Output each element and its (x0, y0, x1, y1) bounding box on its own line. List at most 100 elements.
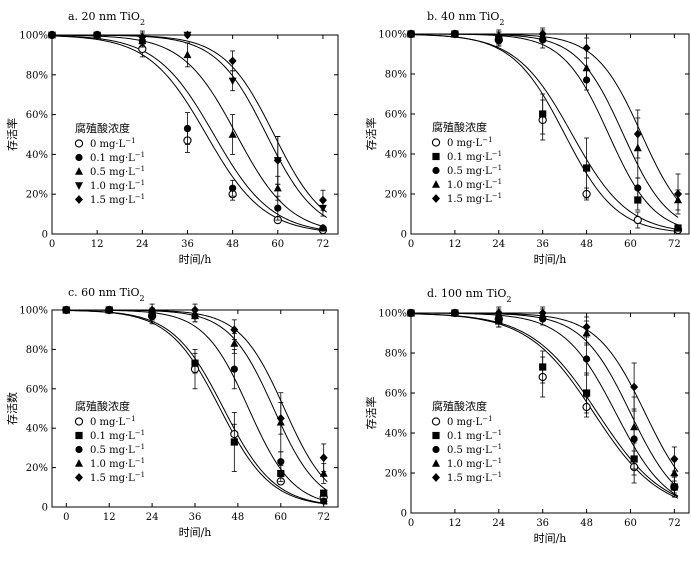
y-tick-label: 40% (385, 429, 407, 440)
y-axis-title: 存活率 (5, 118, 19, 151)
x-tick-label: 60 (274, 512, 287, 523)
data-point (582, 63, 591, 72)
data-point (538, 308, 547, 318)
x-tick-label: 36 (181, 239, 194, 250)
x-tick-label: 60 (624, 239, 637, 250)
legend-marker (75, 431, 83, 440)
y-axis-title: 存活率 (364, 118, 378, 151)
fit-curve-series-5 (66, 309, 328, 483)
legend-title: 腐殖酸浓度 (75, 399, 130, 413)
data-point (634, 184, 642, 192)
legend-marker (432, 473, 440, 482)
data-point (230, 339, 239, 347)
x-tick-label: 72 (317, 512, 330, 523)
x-axis-title: 时间/h (179, 253, 212, 266)
legend-label: 0.5 mg·L−1 (447, 164, 502, 177)
legend-marker (75, 153, 83, 162)
data-point (630, 422, 639, 431)
plot-frame (51, 34, 339, 235)
plot-frame (410, 33, 690, 235)
data-point (670, 468, 679, 477)
legend-label: 1.5 mg·L−1 (90, 193, 145, 206)
data-point (539, 110, 547, 118)
legend-marker (432, 459, 440, 467)
legend-marker (74, 417, 84, 426)
data-point (582, 164, 591, 172)
legend-marker (75, 473, 83, 482)
y-tick-label: 60% (385, 110, 407, 121)
x-tick-label: 36 (536, 518, 549, 529)
y-tick-label: 80% (26, 345, 48, 356)
x-axis-title: 时间/h (534, 253, 567, 266)
x-tick-label: 48 (580, 239, 593, 250)
x-tick-label: 24 (146, 512, 159, 523)
legend-label: 1.5 mg·L−1 (447, 192, 502, 205)
series-5 (48, 30, 327, 211)
chart-panel-2: 0 12 24 36 48 60 72 0 20% 40% 60% 80% 100% 时间/h 存活率 b. … (364, 10, 690, 266)
legend-label: 1.5 mg·L−1 (447, 471, 502, 484)
x-tick-label: 72 (317, 239, 330, 250)
legend-marker (432, 194, 440, 203)
data-point (319, 469, 328, 477)
data-point (228, 56, 237, 66)
y-tick-label: 0 (42, 503, 48, 514)
legend: 腐殖酸浓度 0 mg·L−10.1 mg·L−10.5 mg·L−11.0 mg·… (431, 399, 502, 484)
legend-marker (432, 431, 440, 440)
data-point (138, 32, 147, 42)
y-tick-label: 100% (19, 31, 48, 42)
legend-label: 1.0 mg·L−1 (447, 178, 502, 191)
x-tick-label: 12 (449, 518, 462, 529)
legend-label: 0.1 mg·L−1 (90, 151, 145, 164)
panel-title: b. 40 nm TiO2 (427, 10, 505, 27)
x-tick-label: 36 (536, 239, 549, 250)
data-point (228, 130, 237, 138)
y-tick-label: 80% (385, 70, 407, 81)
x-tick-label: 72 (668, 239, 681, 250)
legend-label: 1.0 mg·L−1 (90, 457, 145, 470)
x-tick-label: 72 (668, 518, 681, 529)
data-point (320, 497, 328, 505)
data-point (276, 413, 285, 423)
legend-marker (75, 182, 83, 190)
x-axis-title: 时间/h (179, 526, 212, 539)
legend-label: 0 mg·L−1 (447, 136, 493, 149)
legend: 腐殖酸浓度 0 mg·L−10.1 mg·L−10.5 mg·L−11.0 mg·… (431, 120, 502, 205)
legend-label: 1.0 mg·L−1 (90, 179, 145, 192)
data-point (634, 196, 642, 204)
legend-marker (432, 166, 440, 175)
data-point (582, 389, 591, 397)
x-tick-label: 48 (232, 512, 245, 523)
legend-label: 0 mg·L−1 (90, 137, 136, 150)
y-tick-label: 100% (378, 309, 407, 320)
legend-marker (432, 180, 440, 188)
series-5 (62, 303, 328, 472)
legend-label: 0.5 mg·L−1 (90, 443, 145, 456)
legend-marker (432, 152, 440, 161)
y-tick-label: 80% (26, 70, 48, 81)
legend-marker (74, 139, 84, 148)
data-point (494, 308, 503, 318)
data-point (277, 469, 285, 478)
data-point (183, 50, 192, 59)
data-point (273, 183, 282, 192)
x-tick-label: 60 (624, 518, 637, 529)
legend-marker (431, 138, 441, 147)
data-point (229, 184, 237, 192)
legend-marker (431, 417, 441, 426)
x-tick-label: 60 (271, 239, 284, 250)
panel-title: d. 100 nm TiO2 (427, 287, 512, 304)
series-5 (407, 306, 679, 472)
data-point (670, 454, 679, 464)
x-tick-label: 12 (91, 239, 104, 250)
data-point (633, 215, 642, 225)
y-tick-label: 40% (385, 150, 407, 161)
chart-panel-4: 0 12 24 36 48 60 72 0 20% 40% 60% 80% 100% 时间/h 存活率 d. … (364, 287, 690, 545)
data-point (273, 155, 282, 165)
data-point (183, 124, 192, 133)
legend-label: 0.1 mg·L−1 (90, 429, 145, 442)
data-point (62, 305, 71, 315)
legend-label: 1.5 mg·L−1 (90, 471, 145, 484)
y-tick-label: 0 (401, 230, 407, 241)
y-tick-label: 20% (26, 463, 48, 474)
x-axis-title: 时间/h (534, 532, 567, 545)
